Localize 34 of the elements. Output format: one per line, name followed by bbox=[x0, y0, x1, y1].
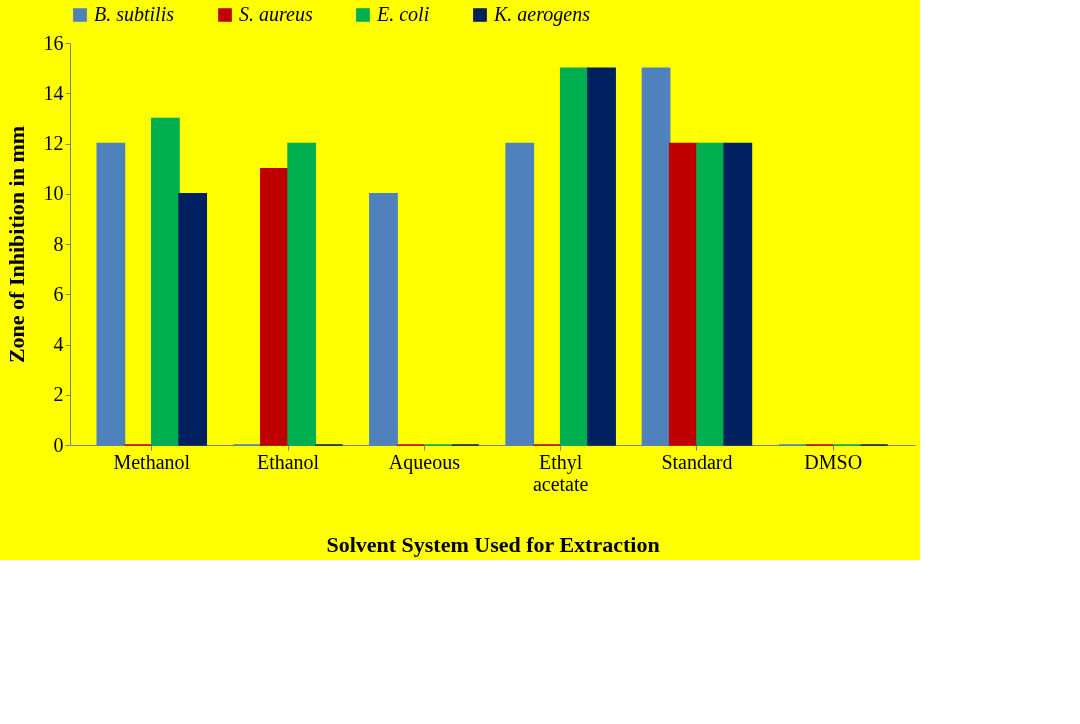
legend-label: B. subtilis bbox=[94, 3, 175, 25]
x-tick-label: DMSO bbox=[804, 450, 863, 473]
y-tick-label: 4 bbox=[53, 333, 64, 355]
bar bbox=[587, 67, 616, 446]
y-tick-label: 12 bbox=[43, 132, 64, 154]
bar bbox=[505, 142, 535, 446]
bar bbox=[96, 142, 126, 446]
y-tick-label: 10 bbox=[43, 182, 64, 205]
bar bbox=[151, 117, 180, 446]
y-tick-label: 8 bbox=[53, 232, 64, 255]
bar bbox=[178, 193, 208, 446]
bar bbox=[287, 142, 317, 446]
bar bbox=[723, 142, 753, 446]
y-axis-title: Zone of Inhibition in mm bbox=[3, 125, 29, 364]
y-tick-label: 6 bbox=[53, 282, 64, 305]
y-tick-label: 16 bbox=[43, 31, 64, 54]
bar bbox=[641, 67, 671, 446]
bar bbox=[668, 142, 698, 446]
bar bbox=[696, 142, 725, 446]
y-tick-label: 14 bbox=[43, 81, 64, 104]
y-tick-label: 0 bbox=[53, 433, 64, 456]
bar bbox=[260, 167, 289, 446]
x-tick-label: Standard bbox=[661, 450, 733, 473]
y-tick-label: 2 bbox=[53, 383, 64, 406]
x-tick-label: Ethanol bbox=[256, 450, 320, 473]
legend-label: E. coli bbox=[376, 3, 430, 25]
bar bbox=[559, 67, 589, 446]
x-axis-title: Solvent System Used for Extraction bbox=[326, 531, 660, 557]
x-tick-label: Ethyl acetate bbox=[532, 450, 589, 495]
bar bbox=[369, 193, 398, 446]
x-tick-label: Methanol bbox=[113, 450, 191, 473]
x-tick-label: Aqueous bbox=[388, 450, 461, 474]
legend-label: K. aerogens bbox=[493, 3, 591, 26]
legend-label: S. aureus bbox=[239, 3, 313, 25]
